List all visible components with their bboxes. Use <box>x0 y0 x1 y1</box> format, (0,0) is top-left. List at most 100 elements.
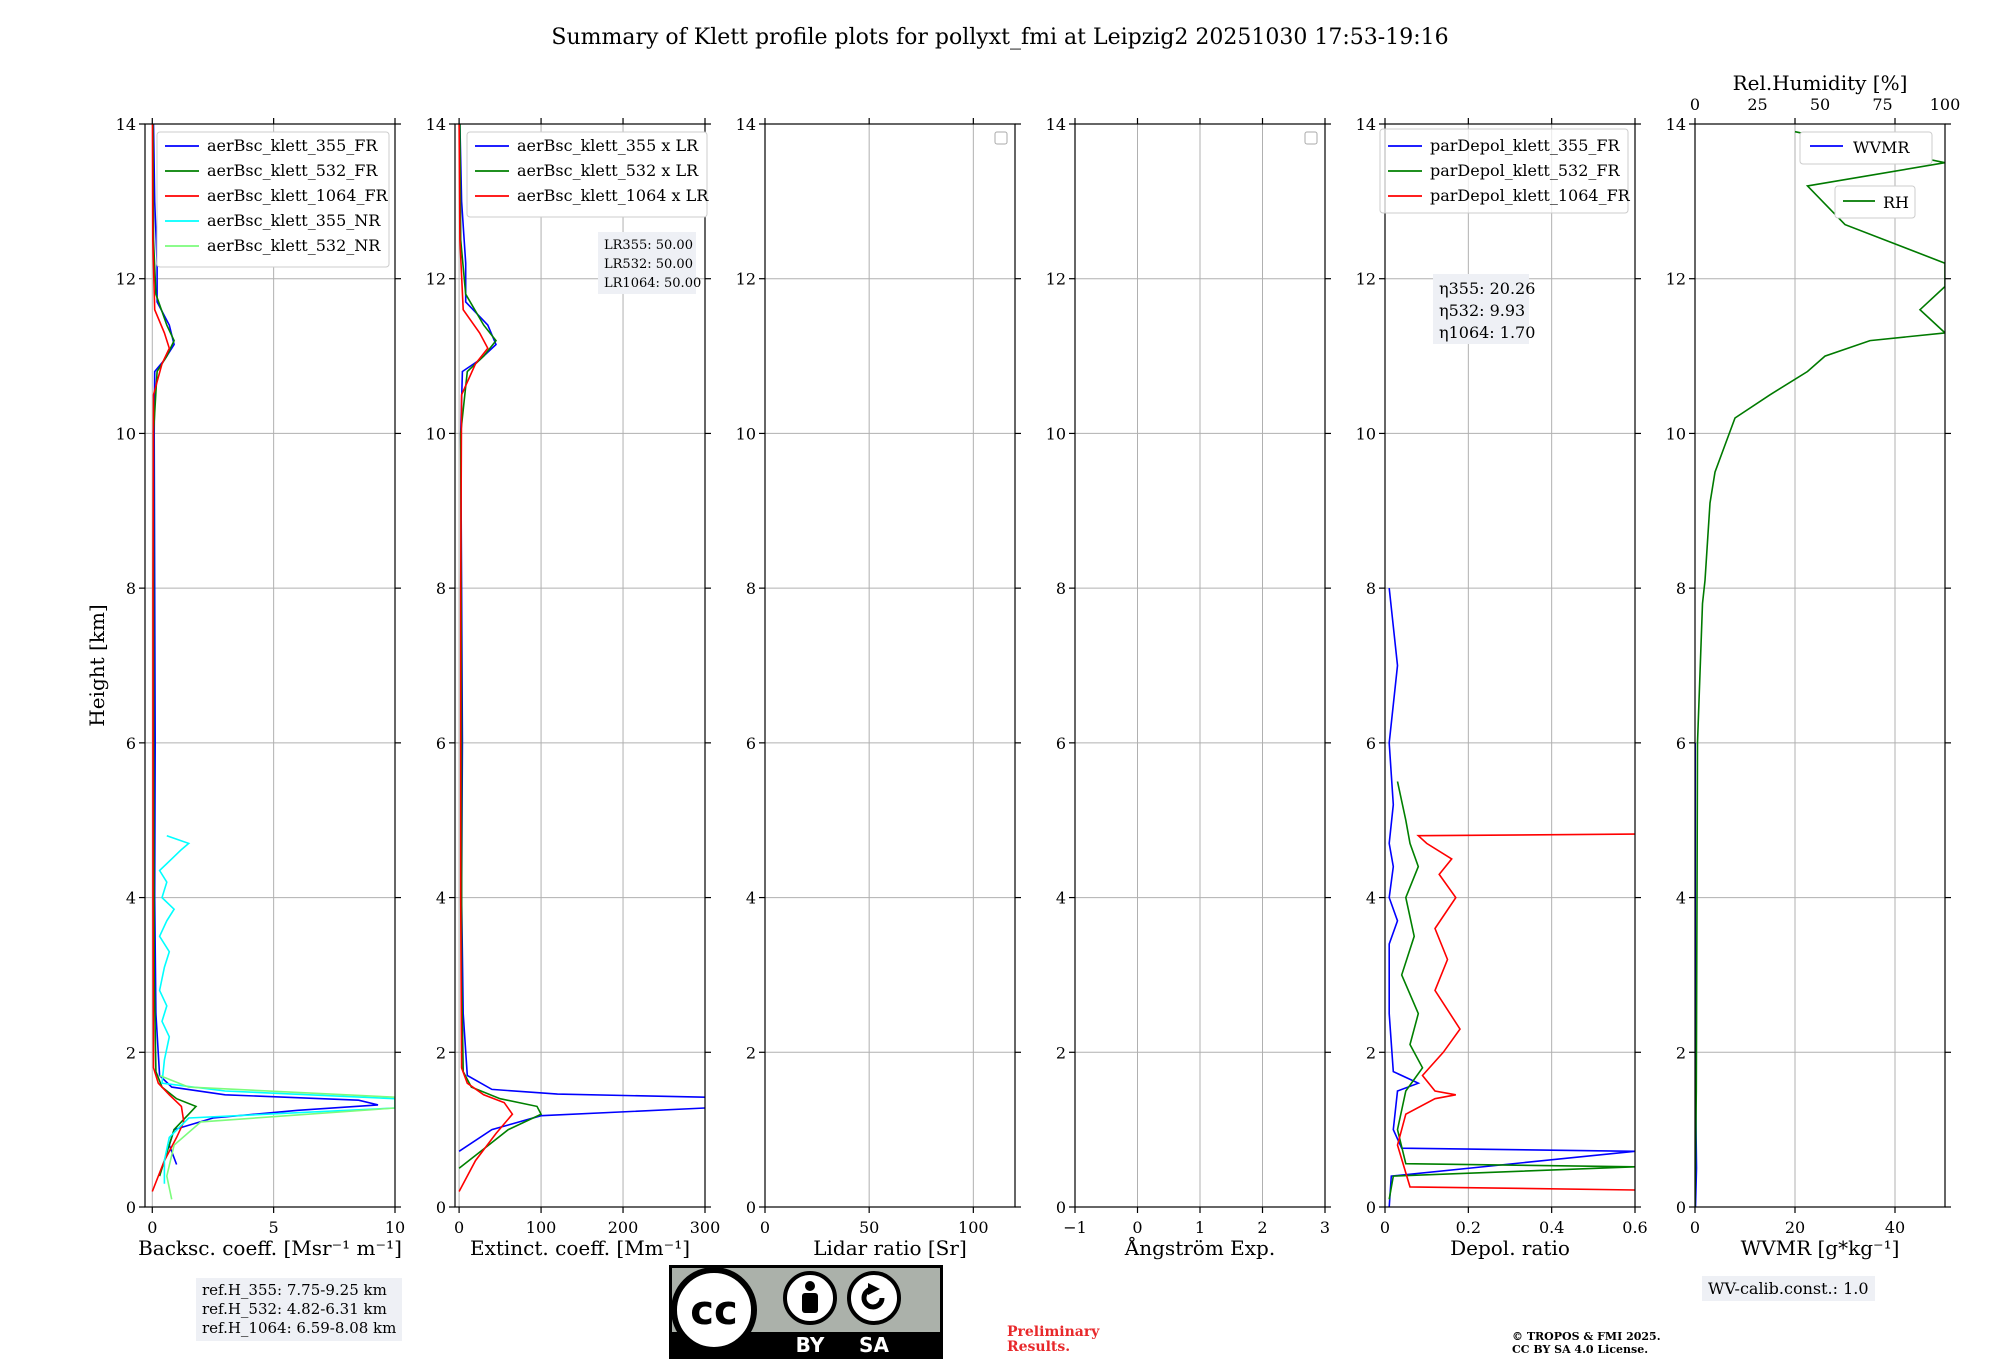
x-tick-label: 0 <box>1132 1218 1142 1237</box>
x-tick-label: 3 <box>1320 1218 1330 1237</box>
y-tick-label: 12 <box>426 270 446 289</box>
x-axis-label: Ångström Exp. <box>1124 1235 1275 1260</box>
x-axis-label: Lidar ratio [Sr] <box>813 1236 967 1260</box>
y-tick-label: 6 <box>126 734 136 753</box>
y-tick-label: 6 <box>1366 734 1376 753</box>
top-x-tick-label: 25 <box>1747 95 1767 114</box>
x-tick-label: 50 <box>859 1218 879 1237</box>
legend-label: aerBsc_klett_355_FR <box>207 136 378 155</box>
series-line <box>159 1074 395 1200</box>
ref-height-532: ref.H_532: 4.82-6.31 km <box>202 1300 387 1318</box>
panel-frame <box>144 123 396 1208</box>
x-axis-label: Backsc. coeff. [Msr⁻¹ m⁻¹] <box>138 1236 402 1260</box>
x-tick-label: 100 <box>958 1218 989 1237</box>
ref-height-355: ref.H_355: 7.75-9.25 km <box>202 1281 387 1299</box>
y-tick-label: 0 <box>126 1198 136 1217</box>
share-alike-arrow <box>868 1283 880 1295</box>
legend-label: WVMR <box>1853 138 1910 157</box>
top-x-tick-label: 100 <box>1930 95 1961 114</box>
y-tick-label: 2 <box>1676 1043 1686 1062</box>
ref-height-box: ref.H_355: 7.75-9.25 km ref.H_532: 4.82-… <box>196 1278 403 1341</box>
legend-label: aerBsc_klett_355_NR <box>207 211 381 230</box>
y-tick-label: 8 <box>126 579 136 598</box>
panel-frame <box>1384 123 1636 1208</box>
y-tick-label: 2 <box>126 1043 136 1062</box>
y-tick-label: 8 <box>746 579 756 598</box>
panel-frame <box>764 123 1016 1208</box>
legend-label: aerBsc_klett_532_FR <box>207 161 378 180</box>
y-tick-label: 10 <box>116 424 136 443</box>
series-line <box>158 834 395 1184</box>
y-tick-label: 12 <box>1666 270 1686 289</box>
copyright-line-2: CC BY SA 4.0 License. <box>1512 1343 1649 1356</box>
plot-area <box>458 124 705 1192</box>
legend-label: aerBsc_klett_532 x LR <box>517 161 699 180</box>
lr-annotation-line: LR532: 50.00 <box>604 257 693 272</box>
y-tick-label: 12 <box>736 270 756 289</box>
preliminary-line-1: Preliminary <box>1007 1324 1100 1340</box>
y-tick-label: 6 <box>1056 734 1066 753</box>
empty-legend-box <box>1304 131 1318 145</box>
y-tick-label: 14 <box>736 115 756 134</box>
y-tick-label: 14 <box>1356 115 1376 134</box>
lr-annotation-line: LR1064: 50.00 <box>604 276 701 291</box>
legend-box <box>1379 128 1629 214</box>
y-tick-label: 14 <box>116 115 136 134</box>
y-tick-label: 2 <box>746 1043 756 1062</box>
y-tick-label: 10 <box>1356 424 1376 443</box>
y-tick-label: 14 <box>1046 115 1066 134</box>
panel-5: 0 2 4 6 8 10 12 14 0 0.2 0.4 0.6 Depol. ratio parDepo… <box>1356 115 1648 1260</box>
x-tick-label: 200 <box>608 1218 639 1237</box>
legend-label: aerBsc_klett_1064_FR <box>207 186 389 205</box>
series-line <box>1396 833 1635 1191</box>
cc-icon <box>671 1267 757 1353</box>
legend-label: parDepol_klett_355_FR <box>1430 136 1621 155</box>
legend-box <box>156 131 390 268</box>
series-line <box>1695 130 1945 1207</box>
y-tick-label: 0 <box>436 1198 446 1217</box>
y-tick-label: 0 <box>1676 1198 1686 1217</box>
series-line <box>151 124 185 1192</box>
top-x-tick-label: 75 <box>1872 95 1892 114</box>
y-tick-label: 0 <box>746 1198 756 1217</box>
y-tick-label: 10 <box>1046 424 1066 443</box>
y-tick-label: 4 <box>126 889 136 908</box>
attribution-head <box>805 1281 815 1291</box>
y-tick-label: 12 <box>1046 270 1066 289</box>
x-tick-label: 1 <box>1195 1218 1205 1237</box>
y-tick-label: 4 <box>746 889 756 908</box>
x-tick-label: 0.2 <box>1456 1218 1481 1237</box>
panel-frame <box>1694 123 1946 1208</box>
x-tick-label: 0 <box>1690 1218 1700 1237</box>
wv-calib-box: WV-calib.const.: 1.0 <box>1702 1276 1875 1301</box>
y-tick-label: 6 <box>1676 734 1686 753</box>
x-tick-label: 5 <box>269 1218 279 1237</box>
copyright-line-1: © TROPOS & FMI 2025. <box>1512 1330 1661 1343</box>
x-tick-label: 20 <box>1785 1218 1805 1237</box>
y-tick-label: 12 <box>1356 270 1376 289</box>
series-line <box>458 124 543 1169</box>
lr-annotation-box <box>598 232 696 294</box>
legend-label: parDepol_klett_532_FR <box>1430 161 1621 180</box>
top-x-tick-label: 0 <box>1690 95 1700 114</box>
legend-label: aerBsc_klett_355 x LR <box>517 136 699 155</box>
eta-annotation-line: η532: 9.93 <box>1439 301 1525 320</box>
y-tick-label: 2 <box>436 1043 446 1062</box>
series-line <box>1388 781 1635 1200</box>
y-tick-label: 8 <box>436 579 446 598</box>
y-tick-label: 8 <box>1676 579 1686 598</box>
top-x-tick-label: 50 <box>1810 95 1830 114</box>
ref-height-1064: ref.H_1064: 6.59-8.08 km <box>202 1319 397 1337</box>
x-tick-label: 10 <box>385 1218 405 1237</box>
y-tick-label: 14 <box>1666 115 1686 134</box>
y-tick-label: 4 <box>1676 889 1686 908</box>
panel-frame <box>454 123 706 1208</box>
preliminary-results-note: Preliminary Results. <box>1007 1325 1099 1355</box>
y-tick-label: 8 <box>1366 579 1376 598</box>
eta-annotation-line: η1064: 1.70 <box>1439 323 1535 342</box>
